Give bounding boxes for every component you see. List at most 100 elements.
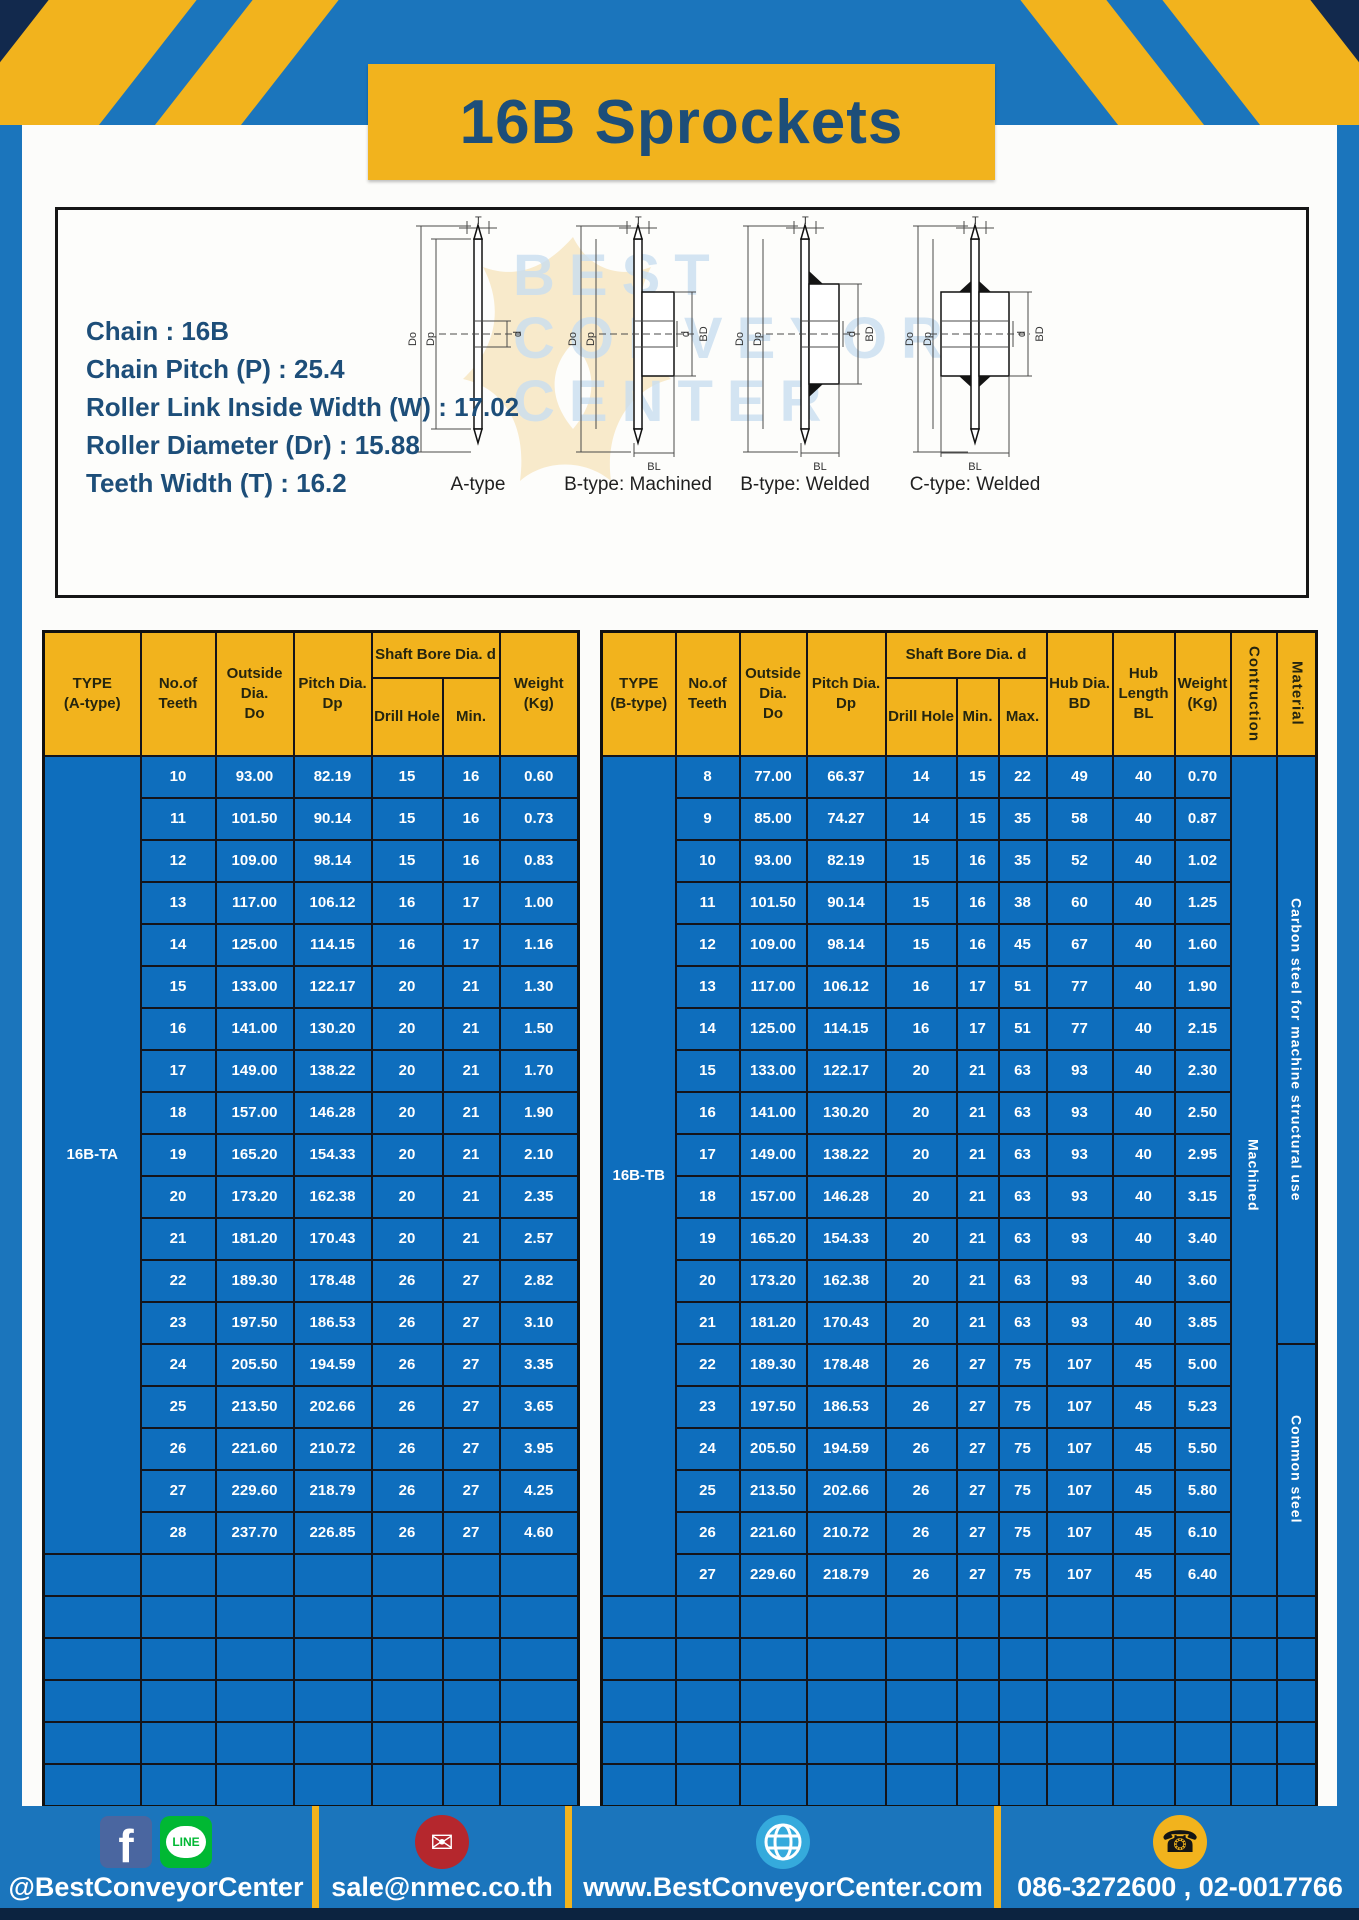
table-b-row-empty [600, 1678, 1318, 1723]
table-b-cell: 93 [1045, 1132, 1114, 1177]
table-a-row: 17 149.00 138.22 20 21 1.70 [44, 1048, 580, 1093]
table-b-cell: 16 [884, 964, 958, 1009]
table-a-cell: 3.95 [498, 1426, 580, 1471]
empty-cell [292, 1552, 373, 1597]
table-b-cell: 51 [997, 964, 1048, 1009]
table-a-header-row: TYPE (A-type) No.of Teeth Outside Dia. D… [42, 630, 580, 757]
table-a-row-empty [42, 1552, 580, 1597]
empty-cell [1275, 1594, 1318, 1639]
table-b-cell: 77.00 [738, 754, 808, 799]
table-a-row: 13 117.00 106.12 16 17 1.00 [44, 880, 580, 925]
empty-cell [139, 1594, 217, 1639]
table-b-cell: 40 [1111, 1300, 1176, 1345]
table-b-cell: 15 [884, 838, 958, 883]
col-header-contruction: Contruction [1229, 630, 1278, 757]
empty-cell [42, 1678, 142, 1723]
table-b-cell: 14 [884, 796, 958, 841]
table-b-cell: 19 [674, 1216, 741, 1261]
email-icon: ✉ [415, 1815, 469, 1869]
col-header-type: TYPE (B-type) [600, 630, 677, 757]
empty-cell [884, 1720, 958, 1765]
empty-cell [1045, 1594, 1114, 1639]
diagram-a-type: T Do Dp d A-type [403, 214, 553, 496]
svg-text:Do: Do [567, 332, 579, 346]
table-b-cell: 26 [884, 1342, 958, 1387]
table-a-cell: 27 [441, 1384, 501, 1429]
title-box: 16B Sprockets [368, 64, 995, 180]
table-b-cell: 27 [955, 1384, 1000, 1429]
table-a-cell: 23 [139, 1300, 217, 1345]
table-b-cell: 173.20 [738, 1258, 808, 1303]
empty-cell [1275, 1720, 1318, 1765]
table-a-row: 19 165.20 154.33 20 21 2.10 [44, 1132, 580, 1177]
empty-cell [214, 1552, 295, 1597]
table-b-cell: 27 [955, 1510, 1000, 1555]
table-b-cell: 40 [1111, 838, 1176, 883]
spec-line-pitch: Chain Pitch (P) : 25.4 [86, 354, 345, 384]
empty-cell [738, 1762, 808, 1807]
table-b-row: 18 157.00 146.28 20 21 63 93 40 3.15 [602, 1174, 1317, 1219]
table-b-cell: 218.79 [805, 1552, 887, 1597]
empty-cell [955, 1678, 1000, 1723]
table-b-cell: 20 [884, 1174, 958, 1219]
empty-cell [42, 1762, 142, 1807]
table-a-cell: 98.14 [292, 838, 373, 883]
table-a-cell: 18 [139, 1090, 217, 1135]
table-a-cell: 20 [370, 964, 444, 1009]
table-a-cell: 109.00 [214, 838, 295, 883]
table-b-cell: 17 [955, 1006, 1000, 1051]
table-a-cell: 15 [139, 964, 217, 1009]
table-b-cell: 2.15 [1173, 1006, 1232, 1051]
table-a-subheader-row: Drill Hole Min. [44, 676, 579, 757]
empty-cell [42, 1720, 142, 1765]
table-a-cell: 1.00 [498, 880, 580, 925]
table-b-cell: 3.15 [1173, 1174, 1232, 1219]
table-b-cell: 63 [997, 1090, 1048, 1135]
footer-website: www.BestConveyorCenter.com [583, 1872, 983, 1902]
footer-email: sale@nmec.co.th [331, 1872, 553, 1902]
table-b-cell: 20 [884, 1048, 958, 1093]
line-bubble: LINE [166, 1826, 206, 1858]
contruction-cell: Machined [1229, 754, 1278, 1597]
table-b-cell: 1.60 [1173, 922, 1232, 967]
table-b-cell: 35 [997, 796, 1048, 841]
col-header-weight: Weight (Kg) [498, 630, 580, 757]
table-b-cell: 27 [955, 1342, 1000, 1387]
table-b-cell: 194.59 [805, 1426, 887, 1471]
table-a-cell: 16 [441, 796, 501, 841]
empty-cell [955, 1594, 1000, 1639]
table-b-cell: 6.40 [1173, 1552, 1232, 1597]
col-header-pitch-dia: Pitch Dia. Dp [805, 630, 887, 757]
table-b-cell: 5.23 [1173, 1384, 1232, 1429]
table-b-cell: 1.25 [1173, 880, 1232, 925]
table-a-cell: 17 [441, 880, 501, 925]
table-a-row: 25 213.50 202.66 26 27 3.65 [44, 1384, 580, 1429]
empty-cell [997, 1678, 1048, 1723]
table-b-cell: 101.50 [738, 880, 808, 925]
table-b-cell: 23 [674, 1384, 741, 1429]
svg-text:T: T [635, 215, 642, 227]
table-b-cell: 58 [1045, 796, 1114, 841]
table-b-cell: 3.40 [1173, 1216, 1232, 1261]
table-b-row: 19 165.20 154.33 20 21 63 93 40 3.40 [602, 1216, 1317, 1261]
empty-cell [1229, 1678, 1278, 1723]
table-b-row: 16B-TB 8 77.00 66.37 14 15 22 49 40 0.70 Machined C… [600, 754, 1318, 1597]
table-a-cell: 20 [370, 1048, 444, 1093]
table-a-cell: 26 [370, 1468, 444, 1513]
table-b-cell: 17 [674, 1132, 741, 1177]
table-a-cell: 21 [441, 1216, 501, 1261]
table-a-cell: 16 [441, 838, 501, 883]
table-b-cell: 154.33 [805, 1216, 887, 1261]
table-a-cell: 0.83 [498, 838, 580, 883]
table-a-cell: 178.48 [292, 1258, 373, 1303]
empty-cell [1173, 1762, 1232, 1807]
table-b-cell: 74.27 [805, 796, 887, 841]
empty-cell [139, 1678, 217, 1723]
table-b-cell: 138.22 [805, 1132, 887, 1177]
spec-line-chain: Chain : 16B [86, 316, 230, 346]
empty-cell [1045, 1720, 1114, 1765]
table-b-cell: 213.50 [738, 1468, 808, 1513]
empty-cell [139, 1552, 217, 1597]
table-b-cell: 40 [1111, 754, 1176, 799]
